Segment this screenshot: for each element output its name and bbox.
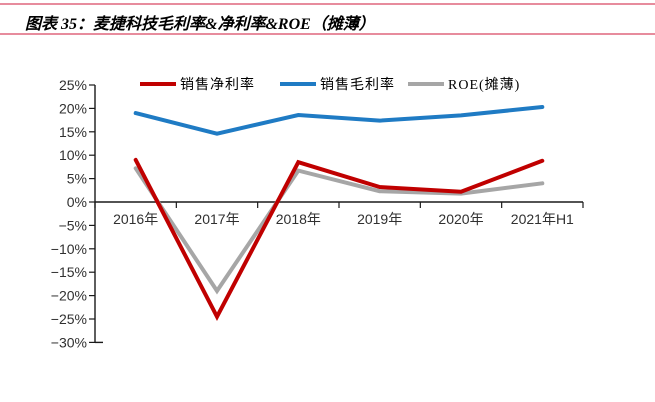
y-tick-label: 0% (67, 194, 87, 210)
series-line-gross-profit-margin (133, 105, 545, 136)
title-rule-bottom (0, 33, 655, 35)
legend-label: 销售净利率 (180, 78, 255, 93)
series-line-roe-diluted (133, 166, 545, 295)
chart-legend: 销售净利率 销售毛利率 ROE(摊薄) (0, 76, 655, 93)
y-tick-label: 25% (59, 77, 87, 93)
legend-label: ROE(摊薄) (448, 78, 521, 93)
y-tick-label: 10% (59, 147, 87, 163)
x-tick-label: 2021年H1 (511, 211, 574, 227)
x-tick-label: 2020年 (438, 211, 483, 227)
x-tick-label: 2016年 (113, 211, 158, 227)
y-tick-label: −30% (51, 334, 87, 350)
y-tick-label: −15% (51, 264, 87, 280)
roe-diluted-line-swatch-icon (408, 82, 444, 86)
y-tick-label: 15% (59, 124, 87, 140)
figure-title: 图表 35：麦捷科技毛利率&净利率&ROE（摊薄） (25, 16, 375, 33)
y-tick-label: −10% (51, 241, 87, 257)
legend-label: 销售毛利率 (320, 78, 395, 93)
y-tick-label: −20% (51, 288, 87, 304)
x-tick-label: 2018年 (276, 211, 321, 227)
y-tick-label: 5% (67, 171, 87, 187)
legend-item-roe-diluted: ROE(摊薄) (408, 76, 521, 93)
legend-item-gross-profit-margin: 销售毛利率 (280, 76, 395, 93)
y-tick-label: −5% (59, 217, 87, 233)
legend-item-net-profit-margin: 销售净利率 (140, 76, 255, 93)
x-tick-label: 2019年 (357, 211, 402, 227)
y-tick-label: 20% (59, 100, 87, 116)
title-rule-top (0, 3, 655, 5)
net-profit-margin-line-swatch-icon (140, 82, 176, 86)
x-tick-label: 2017年 (194, 211, 239, 227)
series-line-net-profit-margin (133, 157, 545, 322)
y-tick-label: −25% (51, 311, 87, 327)
gross-profit-margin-line-swatch-icon (280, 82, 316, 86)
